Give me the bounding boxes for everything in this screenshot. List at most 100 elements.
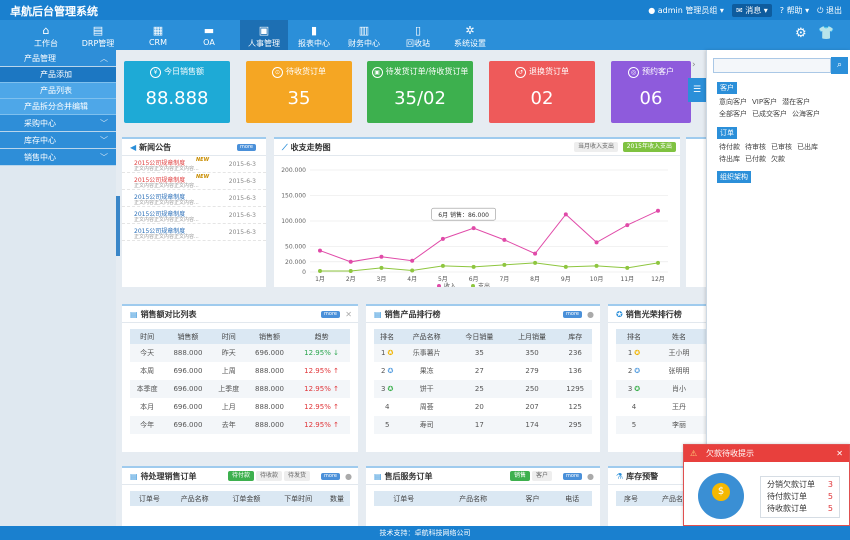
order-link[interactable]: 欠款 — [771, 155, 785, 163]
drawer-grid-toggle[interactable]: ☰ — [688, 78, 706, 102]
toast-item[interactable]: 分销欠款订单 3 — [767, 479, 833, 491]
product-rank-more-button[interactable]: more — [563, 311, 582, 318]
data-point[interactable] — [594, 240, 599, 245]
stat-card-4[interactable]: ◎ 预约客户 06 — [611, 61, 691, 123]
drawer-search-input[interactable] — [713, 58, 831, 73]
nav-item-3[interactable]: ▬ OA — [185, 20, 233, 50]
data-point[interactable] — [348, 268, 353, 273]
close-icon[interactable]: ✕ — [836, 449, 843, 458]
data-point[interactable] — [502, 262, 507, 267]
news-item[interactable]: 2015公司规章制度 正文内容正文内容正文内容... 2015-6-3 — [122, 190, 266, 207]
data-point[interactable] — [379, 265, 384, 270]
settings-dot-icon[interactable]: ● — [587, 310, 594, 319]
data-point[interactable] — [533, 251, 538, 256]
tab-month-income[interactable]: 当月收入支出 — [573, 142, 618, 152]
customer-link[interactable]: 全部客户 — [719, 110, 747, 118]
table-row[interactable]: 5 寿司 17 174 295 — [374, 416, 592, 434]
data-point[interactable] — [318, 268, 322, 273]
news-more-button[interactable]: more — [237, 144, 256, 151]
search-icon[interactable]: ⌕ — [831, 57, 848, 74]
table-row[interactable]: 今天 888.000 昨天 696.000 12.95% ↓ — [130, 344, 350, 362]
nav-item-8[interactable]: ✲ 系统设置 — [442, 20, 498, 50]
toast-item[interactable]: 待付款订单 5 — [767, 491, 833, 503]
news-item[interactable]: 2015公司规章制度 正文内容正文内容正文内容... 2015-6-3 — [122, 207, 266, 224]
help-button[interactable]: ? 帮助 ▾ — [779, 6, 810, 15]
sidebar-item-product-add[interactable]: 产品添加 — [0, 67, 116, 83]
data-point[interactable] — [625, 265, 630, 270]
customer-link[interactable]: VIP客户 — [752, 98, 778, 106]
table-row[interactable]: 1 ✪ 王小明 — [616, 344, 706, 362]
nav-item-5[interactable]: ▮ 报表中心 — [290, 20, 338, 50]
customer-link[interactable]: 潜在客户 — [782, 98, 811, 106]
data-point[interactable] — [563, 264, 568, 269]
sidebar-collapse-handle[interactable] — [116, 196, 120, 256]
order-link[interactable]: 待出库 — [719, 155, 740, 163]
news-item[interactable]: 2015公司规章制度 正文内容正文内容正文内容... 2015-6-3 — [122, 224, 266, 241]
tab-pending-payment[interactable]: 待付款 — [228, 471, 255, 481]
nav-item-7[interactable]: ▯ 回收站 — [394, 20, 442, 50]
data-point[interactable] — [318, 248, 322, 253]
data-point[interactable] — [348, 259, 353, 264]
news-item[interactable]: 2015公司规章制度 NEW 正文内容正文内容正文内容... 2015-6-3 — [122, 156, 266, 173]
table-row[interactable]: 2 ✪ 果冻 27 279 136 — [374, 362, 592, 380]
nav-item-4[interactable]: ▣ 人事管理 — [240, 20, 288, 50]
drawer-org-link[interactable]: 组织架构 — [717, 171, 751, 183]
table-row[interactable]: 本月 696.000 上月 888.000 12.95% ↑ — [130, 398, 350, 416]
stat-card-2[interactable]: ▣ 待发货订单/待收货订单 35/02 — [367, 61, 473, 123]
sidebar-item-product-list[interactable]: 产品列表 — [0, 83, 116, 99]
table-row[interactable]: 3 ✪ 饼干 25 250 1295 — [374, 380, 592, 398]
shirt-icon[interactable]: 👕 — [818, 26, 835, 41]
data-point[interactable] — [379, 254, 384, 259]
drawer-collapse-arrow-icon[interactable]: › — [692, 60, 696, 70]
toast-item[interactable]: 待收款订单 5 — [767, 503, 833, 515]
order-link[interactable]: 待付款 — [719, 143, 740, 151]
table-row[interactable]: 3 ✪ 肖小 — [616, 380, 706, 398]
data-point[interactable] — [625, 223, 630, 228]
sidebar-group-sales[interactable]: 销售中心 ﹀ — [0, 149, 116, 166]
nav-item-6[interactable]: ▥ 财务中心 — [340, 20, 388, 50]
gear-icon[interactable]: ⚙ — [795, 26, 807, 41]
order-link[interactable]: 已付款 — [745, 155, 766, 163]
order-link[interactable]: 已审核 — [771, 143, 792, 151]
close-icon[interactable]: ✕ — [345, 310, 352, 319]
data-point[interactable] — [410, 258, 415, 263]
logout-button[interactable]: ⏻ 退出 — [817, 5, 842, 16]
table-row[interactable]: 5 李丽 — [616, 416, 706, 434]
settings-dot-icon[interactable]: ● — [587, 472, 594, 481]
pending-orders-more-button[interactable]: more — [321, 473, 340, 480]
data-point[interactable] — [656, 208, 660, 213]
stat-card-1[interactable]: ⊙ 待收货订单 35 — [246, 61, 352, 123]
stat-card-0[interactable]: ¥ 今日销售额 88.888 — [124, 61, 230, 123]
customer-link[interactable]: 意向客户 — [719, 98, 747, 106]
table-row[interactable]: 1 ✪ 乐事薯片 35 350 236 — [374, 344, 592, 362]
tab-sales[interactable]: 销售 — [510, 471, 531, 481]
sidebar-item-product-split[interactable]: 产品拆分合并编辑 — [0, 99, 116, 115]
data-point[interactable] — [471, 226, 476, 231]
tab-customer[interactable]: 客户 — [532, 471, 553, 481]
customer-link[interactable]: 已成交客户 — [752, 110, 787, 118]
order-link[interactable]: 待审核 — [745, 143, 766, 151]
nav-item-2[interactable]: ▦ CRM — [134, 20, 182, 50]
table-row[interactable]: 2 ✪ 张明明 — [616, 362, 706, 380]
data-point[interactable] — [440, 263, 445, 268]
data-point[interactable] — [594, 263, 599, 268]
table-row[interactable]: 本周 696.000 上周 888.000 12.95% ↑ — [130, 362, 350, 380]
data-point[interactable] — [471, 264, 476, 269]
sidebar-group-purchase[interactable]: 采购中心 ﹀ — [0, 115, 116, 132]
sidebar-group-stock[interactable]: 库存中心 ﹀ — [0, 132, 116, 149]
user-menu[interactable]: ● admin 管理员组 ▾ — [648, 6, 724, 15]
settings-dot-icon[interactable]: ● — [345, 472, 352, 481]
tab-pending-shipment[interactable]: 待发货 — [284, 471, 311, 481]
data-point[interactable] — [533, 260, 538, 265]
news-item[interactable]: 2015公司规章制度 NEW 正文内容正文内容正文内容... 2015-6-3 — [122, 173, 266, 190]
table-row[interactable]: 本季度 696.000 上季度 888.000 12.95% ↑ — [130, 380, 350, 398]
table-row[interactable]: 4 周荟 20 207 125 — [374, 398, 592, 416]
data-point[interactable] — [440, 236, 445, 241]
sales-compare-more-button[interactable]: more — [321, 311, 340, 318]
tab-year-income[interactable]: 2015年收入支出 — [622, 142, 676, 152]
data-point[interactable] — [410, 268, 415, 273]
tab-pending-receipt[interactable]: 待收款 — [256, 471, 283, 481]
sidebar-group-product[interactable]: 产品管理 ︿ — [0, 50, 116, 67]
messages-button[interactable]: ✉ 消息 ▾ — [731, 4, 772, 17]
nav-item-1[interactable]: ▤ DRP管理 — [70, 20, 126, 50]
